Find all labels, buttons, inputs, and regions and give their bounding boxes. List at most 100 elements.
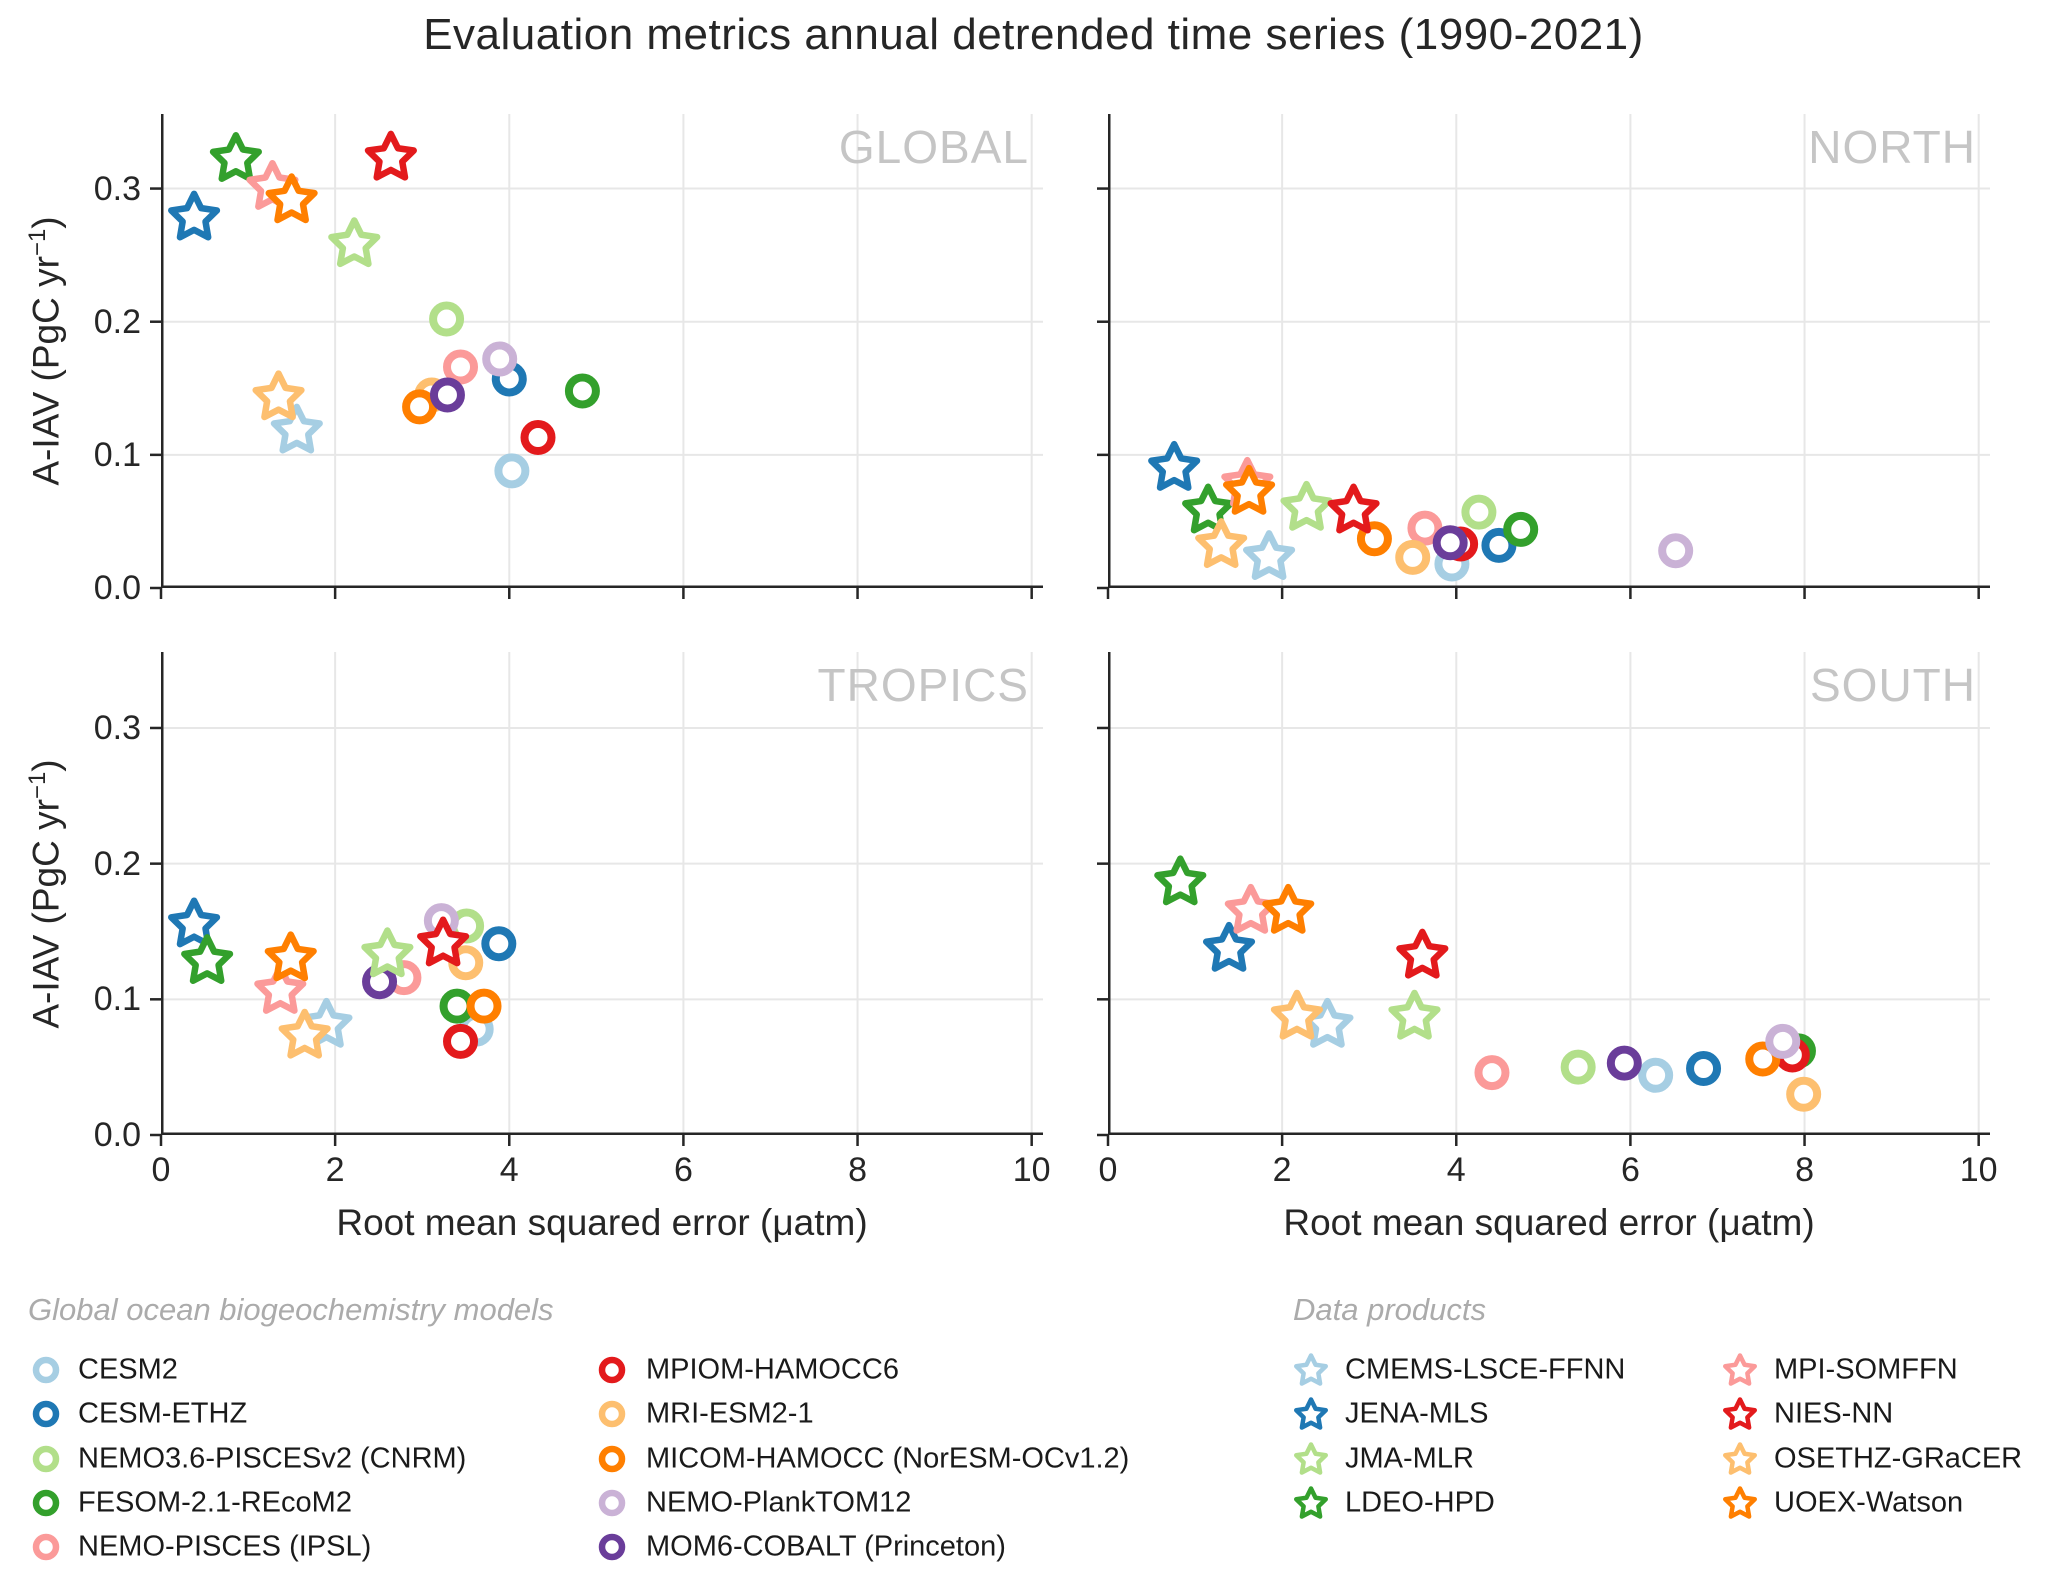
marker-tropics-mpi-somffn <box>254 963 307 1014</box>
marker-north-jma-mlr <box>1280 480 1333 531</box>
legend-label-mom6-cobalt-princeton: MOM6-COBALT (Princeton) <box>646 1530 1006 1563</box>
legend-marker-mpi-somffn <box>1723 1353 1757 1386</box>
marker-south-ldeo-hpd <box>1154 855 1207 906</box>
legend-header-models: Global ocean biogeochemistry models <box>28 1292 554 1327</box>
panel-label-south: SOUTH <box>1810 659 1976 711</box>
legend-marker-uoex-watson <box>1723 1486 1757 1519</box>
marker-global-jma-mlr <box>328 217 381 268</box>
marker-south-jma-mlr <box>1388 989 1441 1040</box>
marker-north-nies-nn <box>1327 483 1380 534</box>
panel-south-canvas <box>1097 652 1990 1146</box>
marker-global-cmems-lsce-ffnn <box>270 403 323 454</box>
legend-marker-mpiom-hamocc6 <box>598 1356 626 1384</box>
legend-marker-cesm-ethz <box>32 1401 60 1428</box>
marker-north-nemo-planktom12 <box>1658 533 1694 569</box>
panel-label-north: NORTH <box>1808 121 1976 173</box>
marker-global-jena-mls <box>168 190 221 241</box>
marker-tropics-cesm-ethz <box>481 926 517 962</box>
marker-south-osethz-gracer <box>1270 989 1324 1040</box>
panel-label-global: GLOBAL <box>838 121 1029 173</box>
legend-marker-ldeo-hpd <box>1294 1486 1328 1519</box>
legend-label-mpi-somffn: MPI-SOMFFN <box>1774 1353 1958 1386</box>
marker-north-cesm-ethz <box>1481 527 1517 563</box>
y-axis-label-top: A-IAV (PgC yr−1) <box>15 51 66 651</box>
marker-global-nies-nn <box>364 130 417 181</box>
marker-global-mpiom-hamocc6 <box>520 420 556 456</box>
marker-south-jena-mls <box>1202 921 1256 972</box>
panel-global-canvas <box>150 114 1043 599</box>
panel-tropics: TROPICS <box>150 652 1043 1146</box>
x-tick-label-tropics-8: 8 <box>848 1151 867 1189</box>
marker-global-ldeo-hpd <box>209 132 262 182</box>
marker-tropics-jma-mlr <box>361 927 414 978</box>
marker-south-cesm-ethz <box>1686 1051 1722 1087</box>
legend-label-nemo-pisces-ipsl: NEMO-PISCES (IPSL) <box>78 1530 372 1563</box>
marker-south-uoex-watson <box>1262 883 1315 934</box>
legend-label-jma-mlr: JMA-MLR <box>1345 1442 1474 1474</box>
y-axis-label-superscript: −1 <box>24 771 51 800</box>
marker-north-cmems-lsce-ffnn <box>1243 530 1296 581</box>
marker-tropics-mpiom-hamocc6 <box>443 1023 479 1059</box>
marker-global-mom6-cobalt-princeton <box>429 377 465 413</box>
legend-marker-osethz-gracer <box>1723 1441 1757 1475</box>
x-tick-label-tropics-6: 6 <box>673 1151 693 1189</box>
marker-global-nemo-planktom12 <box>482 341 518 377</box>
marker-tropics-fesom-2-1-recom2 <box>439 988 475 1024</box>
marker-south-mom6-cobalt-princeton <box>1606 1045 1642 1081</box>
marker-global-micom-hamocc-noresm-ocv1-2 <box>402 389 438 425</box>
marker-north-mri-esm2-1 <box>1395 539 1431 575</box>
y-axis-label-close: ) <box>25 759 67 772</box>
legend-label-micom-hamocc-noresm-ocv1-2: MICOM-HAMOCC (NorESM-OCv1.2) <box>646 1442 1130 1474</box>
panel-south: SOUTH <box>1097 652 1990 1146</box>
legend-marker-mom6-cobalt-princeton <box>598 1533 626 1561</box>
y-axis-label-bottom: A-IAV (PgC yr−1) <box>15 594 66 1194</box>
y-axis-label-close: ) <box>25 216 67 229</box>
marker-north-nemo3-6-piscesv2-cnrm <box>1461 494 1497 530</box>
panel-tropics-canvas <box>150 652 1043 1146</box>
y-tick-label-tropics-0.1: 0.1 <box>93 980 141 1019</box>
x-tick-label-south-6: 6 <box>1620 1151 1640 1189</box>
legend-marker-cesm2 <box>32 1356 60 1384</box>
panel-global: GLOBAL <box>150 114 1043 599</box>
legend-label-osethz-gracer: OSETHZ-GRaCER <box>1774 1442 2023 1474</box>
legend-label-ldeo-hpd: LDEO-HPD <box>1345 1486 1495 1519</box>
marker-south-nies-nn <box>1396 928 1449 979</box>
legend-label-fesom-2-1-recom2: FESOM-2.1-REcoM2 <box>78 1486 352 1519</box>
marker-tropics-ldeo-hpd <box>181 934 234 984</box>
legend-marker-jena-mls <box>1294 1397 1328 1431</box>
marker-north-jena-mls <box>1148 440 1201 491</box>
marker-north-uoex-watson <box>1222 464 1276 515</box>
legend-label-cmems-lsce-ffnn: CMEMS-LSCE-FFNN <box>1345 1353 1626 1386</box>
marker-south-mri-esm2-1 <box>1786 1076 1822 1112</box>
marker-north-nemo-pisces-ipsl <box>1407 510 1443 546</box>
legend-marker-mri-esm2-1 <box>598 1401 626 1428</box>
legend-label-nemo-planktom12: NEMO-PlankTOM12 <box>646 1486 912 1519</box>
legend-marker-nemo3-6-piscesv2-cnrm <box>32 1445 60 1472</box>
marker-tropics-nies-nn <box>417 916 470 967</box>
x-tick-label-tropics-0: 0 <box>151 1151 171 1189</box>
legend-label-jena-mls: JENA-MLS <box>1345 1397 1489 1430</box>
marker-global-nemo-pisces-ipsl <box>443 349 479 385</box>
y-tick-label-global-0.1: 0.1 <box>93 435 141 474</box>
legend-marker-nies-nn <box>1723 1397 1757 1431</box>
y-tick-label-tropics-0.2: 0.2 <box>93 844 141 883</box>
legend-marker-nemo-planktom12 <box>598 1489 626 1516</box>
legend-label-uoex-watson: UOEX-Watson <box>1774 1486 1964 1519</box>
legend-marker-nemo-pisces-ipsl <box>32 1533 60 1561</box>
legend-label-nemo3-6-piscesv2-cnrm: NEMO3.6-PISCESv2 (CNRM) <box>78 1442 467 1474</box>
marker-north-fesom-2-1-recom2 <box>1503 511 1539 547</box>
legend-label-mpiom-hamocc6: MPIOM-HAMOCC6 <box>646 1353 899 1386</box>
y-tick-label-global-0.2: 0.2 <box>93 302 141 341</box>
x-tick-label-tropics-10: 10 <box>1012 1151 1051 1189</box>
marker-tropics-jena-mls <box>168 897 221 948</box>
marker-global-nemo3-6-piscesv2-cnrm <box>429 301 465 337</box>
x-tick-label-south-8: 8 <box>1795 1151 1814 1189</box>
panel-label-tropics: TROPICS <box>817 659 1029 711</box>
marker-global-uoex-watson <box>265 173 318 224</box>
marker-south-cesm2 <box>1638 1057 1674 1093</box>
chart-title: Evaluation metrics annual detrended time… <box>423 10 1644 59</box>
legend-label-cesm-ethz: CESM-ETHZ <box>78 1397 248 1430</box>
legend-header-products: Data products <box>1293 1292 1486 1327</box>
panel-north: NORTH <box>1097 114 1990 599</box>
marker-tropics-osethz-gracer <box>278 1008 331 1059</box>
